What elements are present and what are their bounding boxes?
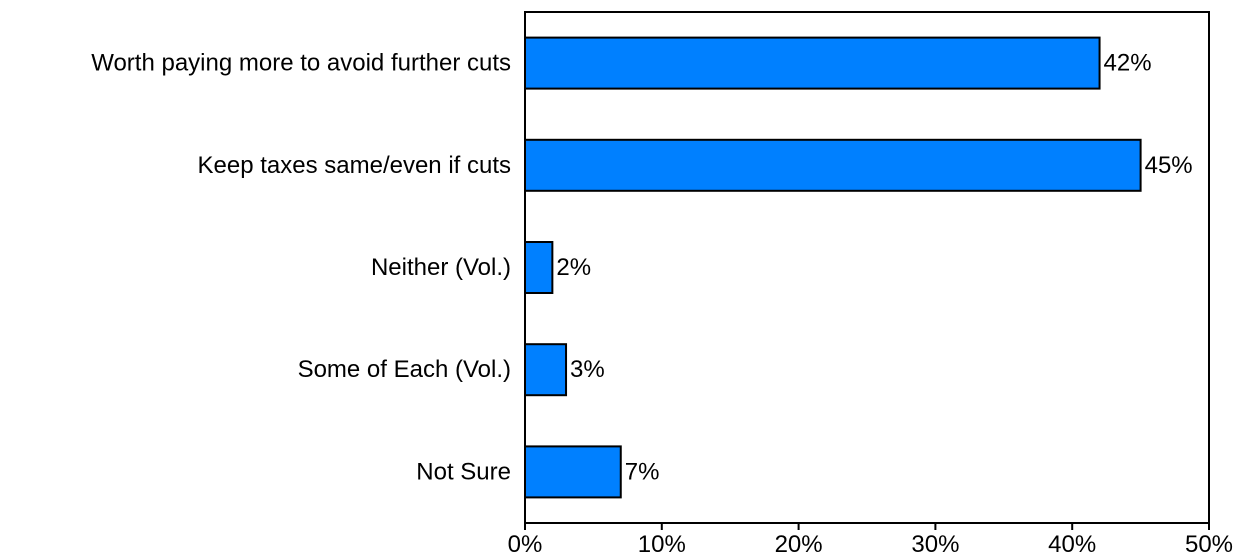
x-tick-label: 0% (508, 531, 543, 558)
data-label: 2% (556, 254, 591, 281)
x-tick-label: 10% (638, 531, 686, 558)
bar (524, 36, 1101, 90)
plot-area-frame (524, 11, 1210, 524)
x-tick-label: 50% (1185, 531, 1233, 558)
category-label: Neither (Vol.) (371, 254, 511, 281)
bar (524, 241, 554, 294)
x-tick-label: 20% (775, 531, 823, 558)
x-tick-label: 30% (911, 531, 959, 558)
bar (524, 445, 622, 499)
data-label: 45% (1145, 152, 1193, 179)
x-tick-label: 40% (1048, 531, 1096, 558)
category-label: Some of Each (Vol.) (298, 356, 511, 383)
category-labels-group: Worth paying more to avoid further cuts K… (91, 50, 511, 486)
bar (524, 343, 568, 397)
data-label: 7% (625, 458, 660, 485)
data-label: 42% (1104, 50, 1152, 77)
category-label: Worth paying more to avoid further cuts (91, 50, 511, 77)
value-labels-group: 42% 45% 2% 3% 7% (556, 50, 1192, 486)
category-label: Not Sure (416, 458, 511, 485)
bar (524, 138, 1142, 192)
x-ticks-group: 0% 10% 20% 30% 40% 50% (508, 523, 1233, 558)
bars-group (524, 36, 1142, 499)
data-label: 3% (570, 356, 605, 383)
category-label: Keep taxes same/even if cuts (198, 152, 512, 179)
